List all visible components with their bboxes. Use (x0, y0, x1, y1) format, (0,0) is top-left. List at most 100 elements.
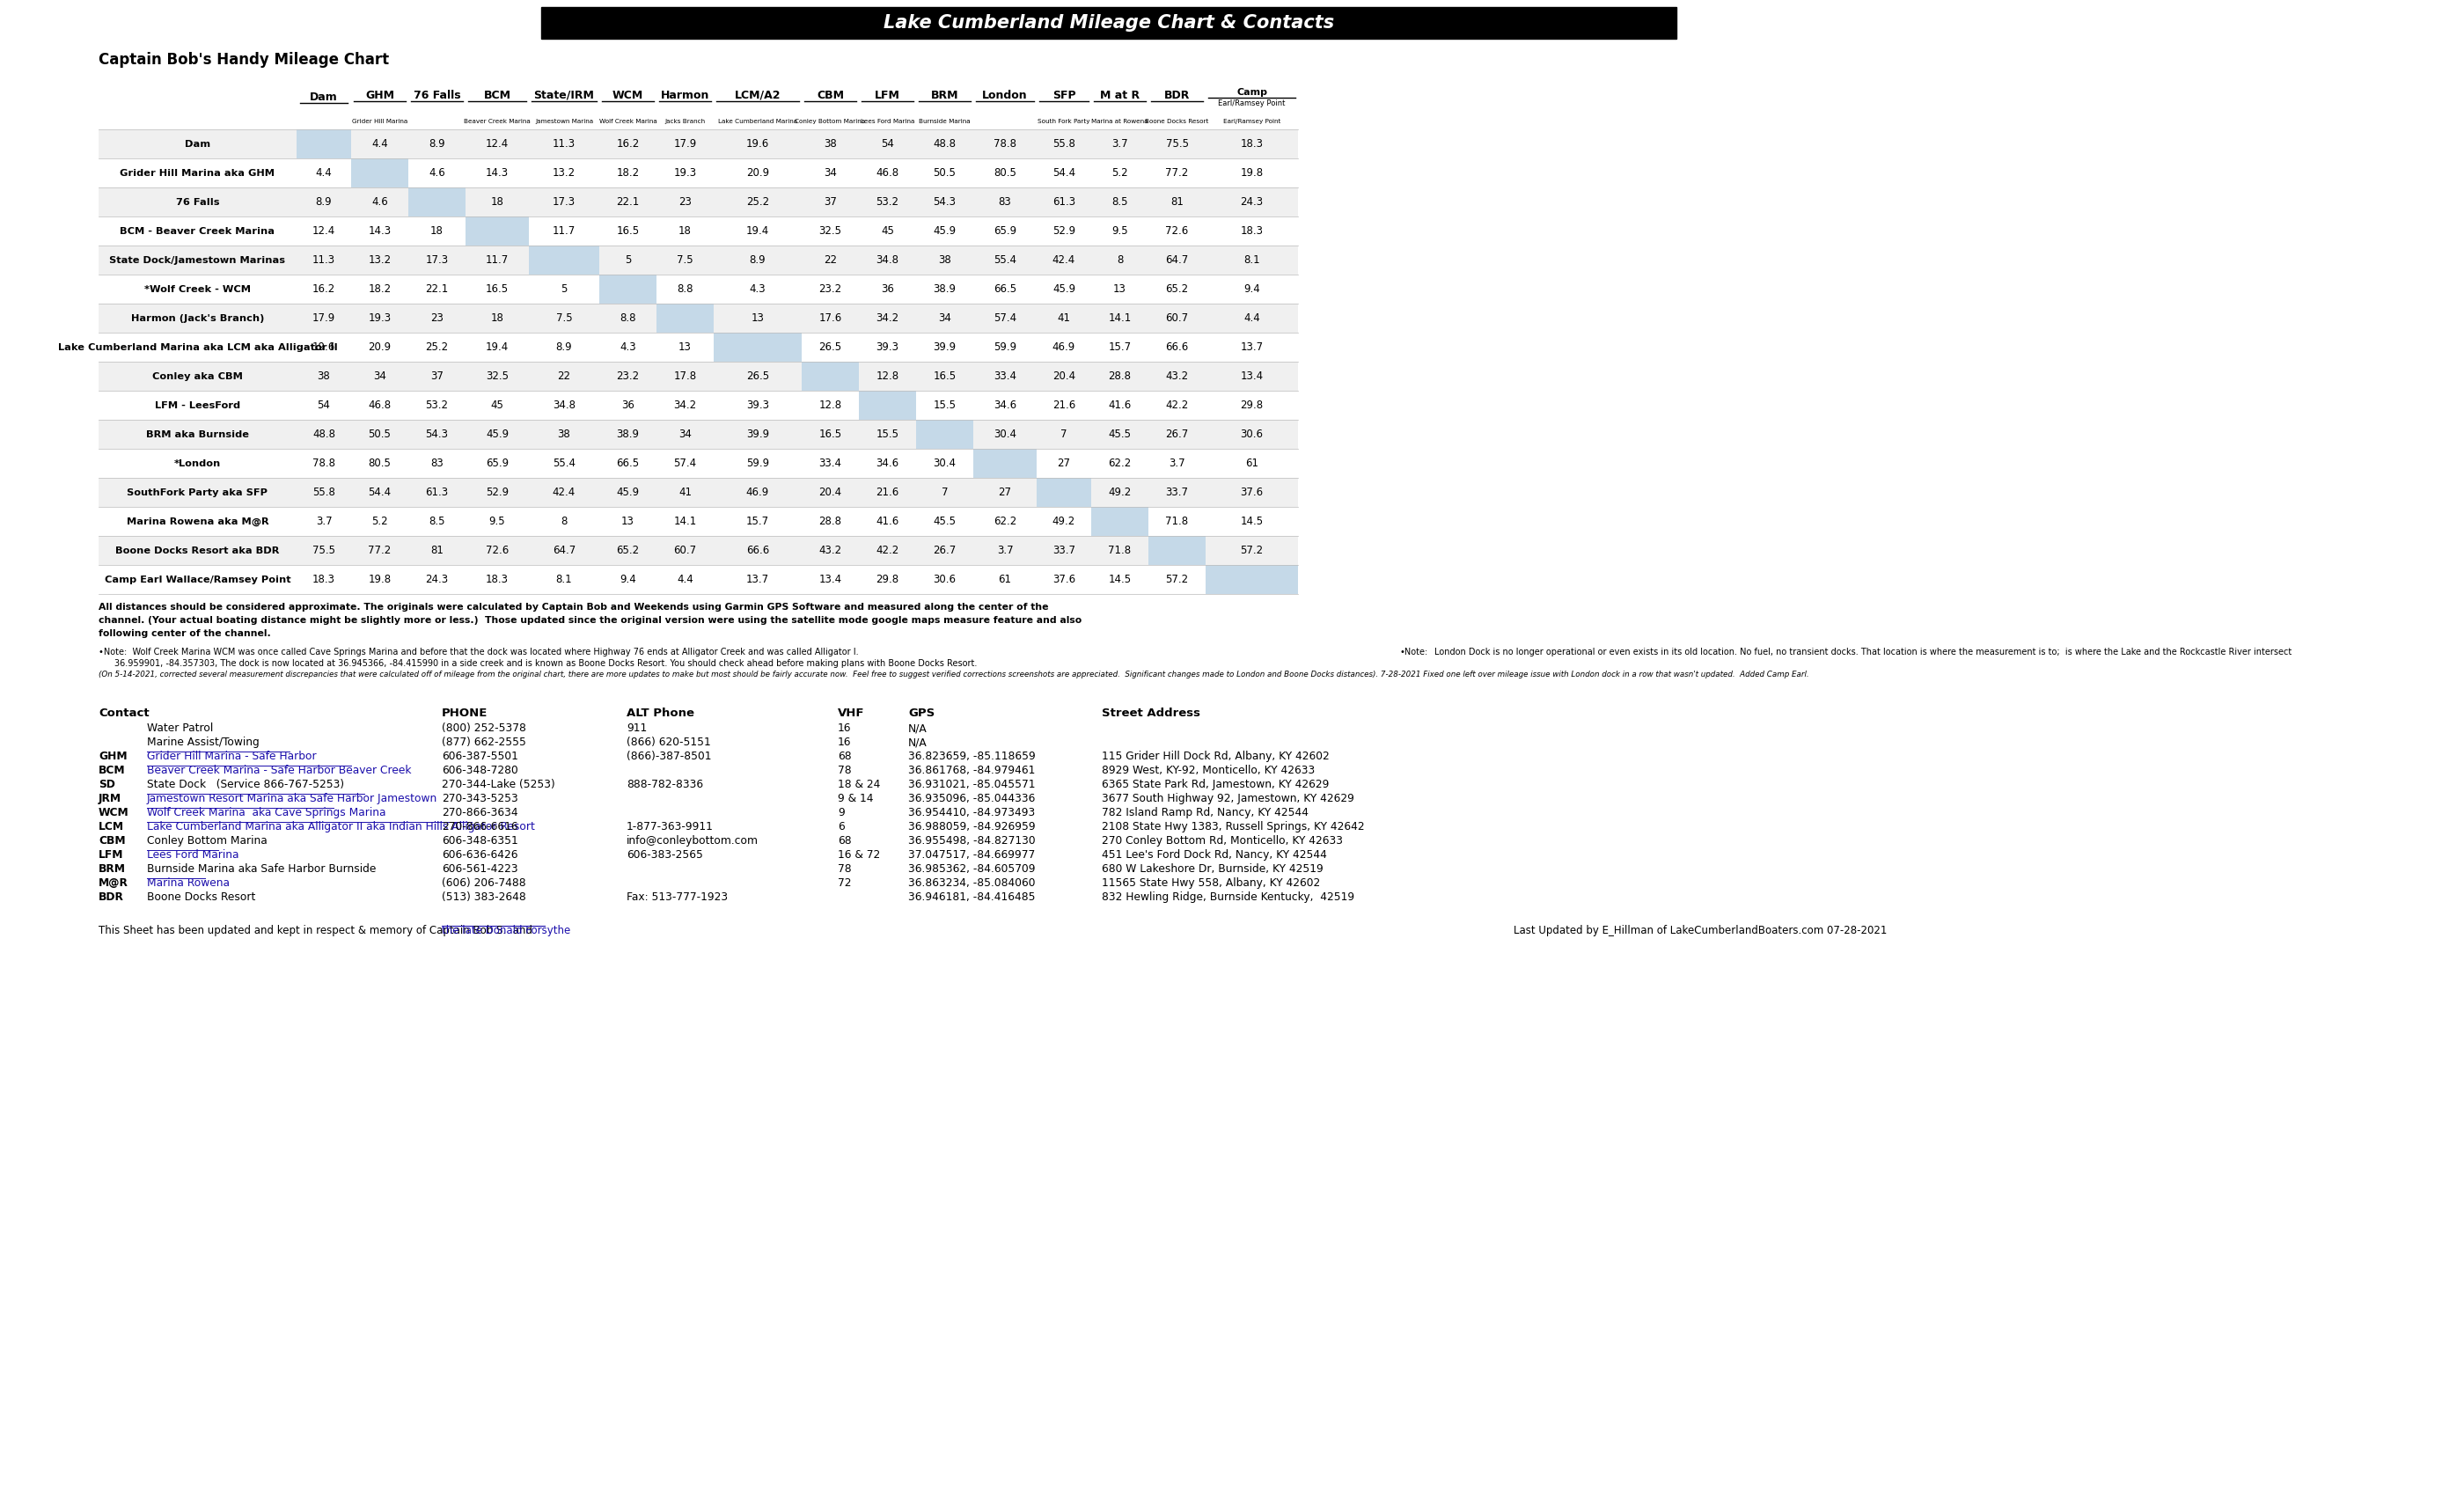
Text: 77.2: 77.2 (1165, 168, 1188, 178)
Text: 26.5: 26.5 (818, 341, 843, 353)
Text: 50.5: 50.5 (367, 428, 392, 440)
Text: 30.6: 30.6 (1239, 428, 1264, 440)
Text: 11.7: 11.7 (552, 226, 577, 236)
Text: 13.2: 13.2 (552, 168, 577, 178)
Text: 30.4: 30.4 (934, 458, 956, 470)
Bar (99, 565, 1299, 594)
Text: 18: 18 (678, 226, 692, 236)
Text: SouthFork Party aka SFP: SouthFork Party aka SFP (128, 488, 269, 497)
Text: Marina Rowena: Marina Rowena (148, 877, 229, 889)
Text: 41: 41 (678, 486, 692, 498)
Text: 78.8: 78.8 (313, 458, 335, 470)
Text: 11.3: 11.3 (552, 138, 577, 150)
Text: 16: 16 (838, 723, 853, 735)
Text: 66.6: 66.6 (1165, 341, 1188, 353)
Text: 18: 18 (490, 313, 503, 323)
Text: 9.5: 9.5 (1111, 226, 1129, 236)
Text: 41: 41 (1057, 313, 1069, 323)
Text: 18.2: 18.2 (616, 168, 638, 178)
Text: South Fork Party: South Fork Party (1037, 118, 1089, 124)
Text: 18.3: 18.3 (1239, 226, 1264, 236)
Text: 36.935096, -85.044336: 36.935096, -85.044336 (909, 793, 1035, 805)
Text: 5: 5 (626, 254, 631, 266)
Text: 14.3: 14.3 (367, 226, 392, 236)
Text: 20.4: 20.4 (818, 486, 843, 498)
Text: 19.8: 19.8 (367, 574, 392, 585)
Bar (542, 7, 1676, 39)
Text: Captain Bob's Handy Mileage Chart: Captain Bob's Handy Mileage Chart (99, 52, 389, 67)
Text: 9.4: 9.4 (618, 574, 636, 585)
Text: 15.7: 15.7 (747, 516, 769, 527)
Text: ALT Phone: ALT Phone (626, 708, 695, 720)
Text: GPS: GPS (909, 708, 934, 720)
Text: Wolf Creek Marina  aka Cave Springs Marina: Wolf Creek Marina aka Cave Springs Marin… (148, 806, 387, 818)
Text: Camp: Camp (1237, 88, 1266, 97)
Bar (99, 507, 1299, 536)
Text: 45.9: 45.9 (934, 226, 956, 236)
Text: 18 & 24: 18 & 24 (838, 779, 880, 790)
Text: Lake Cumberland Mileage Chart & Contacts: Lake Cumberland Mileage Chart & Contacts (885, 13, 1333, 31)
Bar (99, 187, 1299, 217)
Text: 888-782-8336: 888-782-8336 (626, 779, 702, 790)
Text: 7: 7 (941, 486, 949, 498)
Text: Beaver Creek Marina: Beaver Creek Marina (463, 118, 530, 124)
Bar (1037, 477, 1092, 507)
Text: 75.5: 75.5 (1165, 138, 1188, 150)
Text: 19.6: 19.6 (747, 138, 769, 150)
Text: 36.959901, -84.357303, The dock is now located at 36.945366, -84.415990 in a sid: 36.959901, -84.357303, The dock is now l… (113, 660, 978, 667)
Text: 4.4: 4.4 (678, 574, 692, 585)
Text: 606-348-7280: 606-348-7280 (441, 764, 517, 776)
Text: 34: 34 (372, 371, 387, 381)
Text: Street Address: Street Address (1101, 708, 1200, 720)
Text: 8: 8 (562, 516, 567, 527)
Text: Fax: 513-777-1923: Fax: 513-777-1923 (626, 892, 727, 904)
Bar (99, 390, 1299, 420)
Text: 71.8: 71.8 (1109, 545, 1131, 557)
Text: 8.8: 8.8 (621, 313, 636, 323)
Bar (99, 536, 1299, 565)
Text: 7: 7 (1060, 428, 1067, 440)
Bar (99, 217, 1299, 245)
Text: 72.6: 72.6 (485, 545, 508, 557)
Text: 46.8: 46.8 (877, 168, 899, 178)
Text: 17.3: 17.3 (426, 254, 448, 266)
Text: 61.3: 61.3 (426, 486, 448, 498)
Text: 50.5: 50.5 (934, 168, 956, 178)
Text: 37.6: 37.6 (1052, 574, 1074, 585)
Text: 270-866-3634: 270-866-3634 (441, 806, 517, 818)
Text: 72: 72 (838, 877, 853, 889)
Text: 911: 911 (626, 723, 648, 735)
Text: 8929 West, KY-92, Monticello, KY 42633: 8929 West, KY-92, Monticello, KY 42633 (1101, 764, 1316, 776)
Text: 5.2: 5.2 (1111, 168, 1129, 178)
Text: 33.4: 33.4 (818, 458, 843, 470)
Text: 18: 18 (490, 196, 503, 208)
Text: 54.3: 54.3 (426, 428, 448, 440)
Text: Dam: Dam (310, 91, 338, 103)
Text: 8.1: 8.1 (557, 574, 572, 585)
Text: BDR: BDR (99, 892, 123, 904)
Text: (877) 662-2555: (877) 662-2555 (441, 736, 527, 748)
Text: 60.7: 60.7 (1165, 313, 1188, 323)
Text: 28.8: 28.8 (1109, 371, 1131, 381)
Text: 9.5: 9.5 (488, 516, 505, 527)
Text: 55.4: 55.4 (993, 254, 1015, 266)
Text: 34: 34 (939, 313, 951, 323)
Text: 17.9: 17.9 (673, 138, 697, 150)
Text: CBM: CBM (99, 835, 126, 847)
Text: 12.8: 12.8 (877, 371, 899, 381)
Text: Boone Docks Resort: Boone Docks Resort (148, 892, 256, 904)
Text: 54.4: 54.4 (1052, 168, 1074, 178)
Text: SFP: SFP (1052, 90, 1077, 100)
Bar (99, 245, 1299, 275)
Text: Conley aka CBM: Conley aka CBM (153, 373, 244, 380)
Text: 45: 45 (882, 226, 894, 236)
Text: 18.3: 18.3 (313, 574, 335, 585)
Text: 78.8: 78.8 (993, 138, 1015, 150)
Text: 34: 34 (678, 428, 692, 440)
Text: 62.2: 62.2 (993, 516, 1018, 527)
Bar (917, 84, 973, 129)
Text: 48.8: 48.8 (313, 428, 335, 440)
Text: 57.2: 57.2 (1165, 574, 1188, 585)
Text: 48.8: 48.8 (934, 138, 956, 150)
Text: 34.8: 34.8 (552, 399, 577, 411)
